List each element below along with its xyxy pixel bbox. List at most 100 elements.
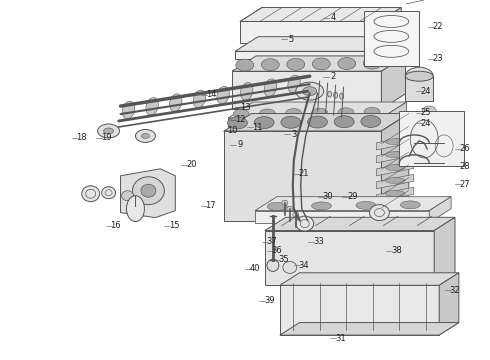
- Ellipse shape: [296, 82, 324, 100]
- Ellipse shape: [288, 75, 300, 93]
- Polygon shape: [255, 197, 451, 211]
- Ellipse shape: [340, 93, 343, 99]
- Ellipse shape: [293, 212, 299, 217]
- Polygon shape: [255, 211, 429, 222]
- Ellipse shape: [287, 58, 305, 70]
- Polygon shape: [376, 161, 414, 176]
- Ellipse shape: [295, 208, 320, 224]
- Polygon shape: [224, 113, 409, 131]
- Ellipse shape: [425, 152, 433, 158]
- Ellipse shape: [217, 86, 229, 104]
- Text: 28: 28: [459, 162, 470, 171]
- Polygon shape: [224, 131, 381, 221]
- Ellipse shape: [267, 202, 287, 210]
- Text: 18: 18: [76, 133, 87, 142]
- Text: 36: 36: [271, 246, 282, 255]
- Ellipse shape: [122, 191, 133, 201]
- Polygon shape: [429, 197, 451, 222]
- Polygon shape: [379, 8, 401, 43]
- Ellipse shape: [101, 187, 116, 199]
- Text: 11: 11: [252, 122, 263, 131]
- Ellipse shape: [312, 108, 328, 117]
- Ellipse shape: [385, 152, 405, 158]
- Text: 12: 12: [235, 115, 245, 124]
- Polygon shape: [240, 22, 379, 43]
- Text: 10: 10: [227, 126, 238, 135]
- Polygon shape: [434, 217, 455, 285]
- Ellipse shape: [385, 203, 405, 210]
- Ellipse shape: [261, 59, 279, 71]
- Ellipse shape: [259, 109, 275, 118]
- Ellipse shape: [400, 201, 420, 209]
- Polygon shape: [280, 285, 439, 335]
- Polygon shape: [376, 200, 414, 215]
- Text: 24: 24: [420, 119, 431, 128]
- Ellipse shape: [132, 177, 164, 205]
- Ellipse shape: [405, 67, 433, 85]
- Ellipse shape: [264, 79, 277, 96]
- Text: 34: 34: [298, 261, 309, 270]
- Text: 2: 2: [330, 72, 336, 81]
- Ellipse shape: [312, 58, 330, 70]
- Ellipse shape: [385, 139, 405, 145]
- Ellipse shape: [281, 116, 301, 128]
- Polygon shape: [240, 8, 401, 22]
- Text: 38: 38: [391, 246, 402, 255]
- Text: 23: 23: [432, 54, 443, 63]
- Bar: [365, 12, 419, 66]
- Text: 20: 20: [186, 160, 196, 169]
- Text: 24: 24: [420, 87, 431, 96]
- Polygon shape: [265, 217, 455, 230]
- Text: 22: 22: [433, 22, 443, 31]
- Ellipse shape: [227, 117, 247, 129]
- Polygon shape: [376, 187, 414, 202]
- Ellipse shape: [385, 165, 405, 171]
- Text: 31: 31: [335, 334, 345, 343]
- Text: 32: 32: [449, 285, 460, 294]
- Polygon shape: [235, 51, 382, 59]
- Text: 16: 16: [110, 221, 121, 230]
- Text: 33: 33: [313, 237, 323, 246]
- Ellipse shape: [296, 216, 314, 231]
- Polygon shape: [228, 102, 407, 118]
- Ellipse shape: [193, 90, 206, 108]
- Ellipse shape: [103, 128, 114, 134]
- Polygon shape: [376, 148, 414, 163]
- Ellipse shape: [385, 177, 405, 184]
- Ellipse shape: [361, 116, 381, 127]
- Polygon shape: [265, 230, 434, 285]
- Ellipse shape: [364, 107, 380, 116]
- Polygon shape: [439, 273, 459, 335]
- Ellipse shape: [126, 196, 145, 222]
- Text: 39: 39: [264, 296, 275, 305]
- Polygon shape: [376, 135, 414, 150]
- Text: 15: 15: [169, 221, 179, 230]
- Polygon shape: [280, 323, 459, 335]
- Polygon shape: [421, 111, 437, 156]
- Ellipse shape: [283, 261, 297, 273]
- Ellipse shape: [312, 202, 332, 210]
- Polygon shape: [381, 113, 409, 221]
- Text: 40: 40: [249, 264, 260, 273]
- Text: 17: 17: [205, 201, 216, 210]
- Ellipse shape: [286, 109, 301, 117]
- Text: 13: 13: [240, 103, 250, 112]
- Ellipse shape: [363, 57, 381, 69]
- Ellipse shape: [170, 94, 182, 111]
- Polygon shape: [280, 273, 459, 285]
- Ellipse shape: [141, 184, 156, 197]
- Text: 29: 29: [347, 192, 358, 201]
- Ellipse shape: [356, 201, 376, 209]
- Ellipse shape: [369, 205, 390, 221]
- Text: 4: 4: [330, 13, 336, 22]
- Polygon shape: [382, 37, 405, 59]
- Text: 9: 9: [238, 140, 243, 149]
- Ellipse shape: [254, 117, 274, 129]
- Ellipse shape: [241, 82, 253, 100]
- Polygon shape: [381, 102, 407, 127]
- Text: 30: 30: [322, 192, 333, 201]
- Ellipse shape: [282, 200, 288, 205]
- Bar: [399, 111, 464, 166]
- Ellipse shape: [122, 101, 135, 119]
- Text: 21: 21: [298, 169, 309, 178]
